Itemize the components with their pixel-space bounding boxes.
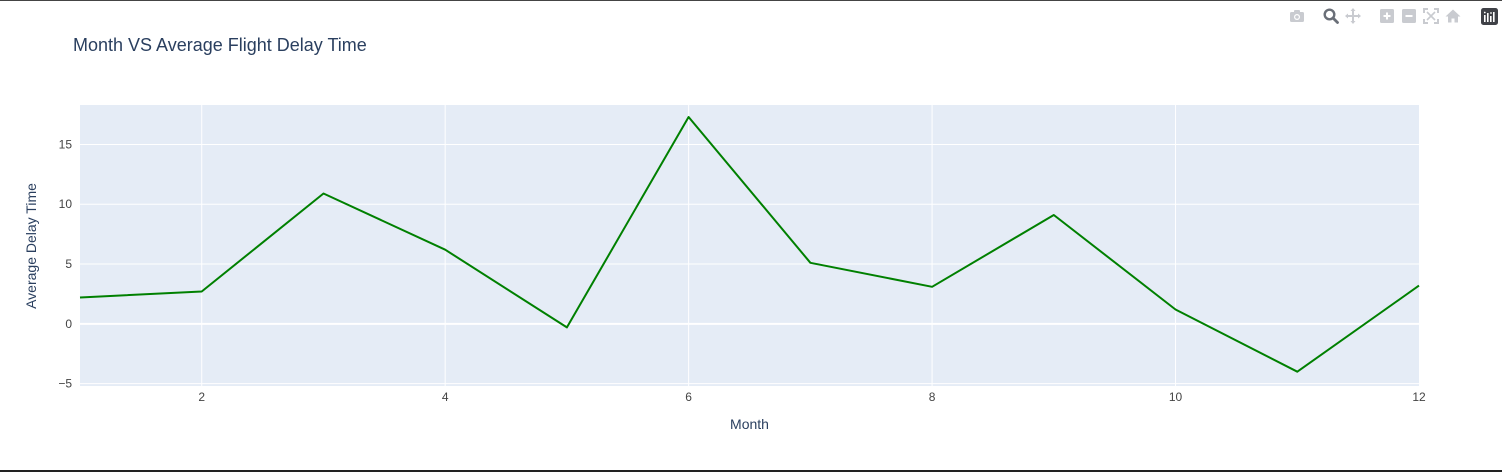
y-tick-label: 15 (59, 137, 73, 151)
series-line (79, 116, 1420, 373)
modebar (1286, 5, 1502, 27)
download-png-button[interactable] (1286, 5, 1308, 27)
pan-button[interactable] (1342, 5, 1364, 27)
pan-icon (1345, 8, 1361, 24)
x-tick-label: 4 (442, 390, 449, 404)
x-tick-label: 10 (1169, 390, 1183, 404)
series-layer (79, 116, 1420, 373)
x-tick-label: 6 (685, 390, 692, 404)
zoom-in-icon (1380, 9, 1394, 23)
y-tick-label: 10 (59, 197, 73, 211)
autoscale-icon (1423, 8, 1439, 24)
camera-icon (1290, 10, 1304, 22)
zoom-button[interactable] (1320, 5, 1342, 27)
x-tick-label: 8 (929, 390, 936, 404)
x-tick-label: 2 (198, 390, 205, 404)
plotly-logo-button[interactable] (1478, 5, 1500, 27)
zoom-out-icon (1402, 9, 1416, 23)
plotly-logo-icon (1480, 7, 1498, 25)
zoom-icon (1323, 8, 1339, 24)
y-tick-labels: −5 0 5 10 15 (58, 137, 72, 390)
home-icon (1445, 9, 1461, 23)
zoom-out-button[interactable] (1398, 5, 1420, 27)
y-tick-label: 0 (65, 317, 72, 331)
x-tick-label: 12 (1412, 390, 1426, 404)
y-axis-title: Average Delay Time (23, 183, 39, 309)
reset-axes-button[interactable] (1442, 5, 1464, 27)
zoom-in-button[interactable] (1376, 5, 1398, 27)
chart-title: Month VS Average Flight Delay Time (73, 35, 367, 55)
plot-area[interactable] (80, 105, 1419, 386)
autoscale-button[interactable] (1420, 5, 1442, 27)
grid-lines (80, 105, 1419, 386)
x-tick-labels: 2 4 6 8 10 12 (198, 390, 1426, 404)
y-tick-label: 5 (65, 257, 72, 271)
x-axis-title: Month (730, 416, 769, 432)
y-tick-label: −5 (58, 377, 72, 391)
